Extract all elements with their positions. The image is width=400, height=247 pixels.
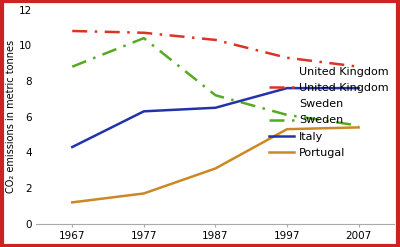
Italy xyxy=(142,110,146,113)
Sweden xyxy=(142,37,146,40)
Sweden xyxy=(356,124,361,127)
Sweden xyxy=(285,113,290,116)
Legend: United Kingdom, United Kingdom, Sweden, Sweden, Italy, Portugal: United Kingdom, United Kingdom, Sweden, … xyxy=(269,67,389,158)
United Kingdom xyxy=(356,65,361,68)
Italy xyxy=(285,87,290,90)
Line: Portugal: Portugal xyxy=(72,127,359,202)
United Kingdom xyxy=(142,31,146,34)
Italy xyxy=(213,106,218,109)
United Kingdom xyxy=(285,56,290,59)
Line: United Kingdom: United Kingdom xyxy=(72,31,359,67)
Line: Sweden: Sweden xyxy=(72,38,359,126)
Line: United Kingdom: United Kingdom xyxy=(72,31,359,67)
Portugal xyxy=(213,167,218,170)
Portugal xyxy=(285,128,290,131)
Sweden xyxy=(70,65,75,68)
Portugal xyxy=(70,201,75,204)
Y-axis label: CO₂ emissions in metric tonnes: CO₂ emissions in metric tonnes xyxy=(6,40,16,193)
United Kingdom xyxy=(213,39,218,41)
Italy xyxy=(356,87,361,90)
Portugal xyxy=(142,192,146,195)
United Kingdom xyxy=(70,29,75,32)
United Kingdom xyxy=(142,31,146,34)
Sweden xyxy=(70,65,75,68)
United Kingdom xyxy=(356,65,361,68)
United Kingdom xyxy=(285,56,290,59)
Line: Italy: Italy xyxy=(72,88,359,147)
Line: Sweden: Sweden xyxy=(72,38,359,126)
Portugal xyxy=(356,126,361,129)
Sweden xyxy=(285,113,290,116)
United Kingdom xyxy=(213,39,218,41)
Sweden xyxy=(356,124,361,127)
United Kingdom xyxy=(70,29,75,32)
Italy xyxy=(70,145,75,148)
Sweden xyxy=(142,37,146,40)
Sweden xyxy=(213,94,218,97)
Sweden xyxy=(213,94,218,97)
